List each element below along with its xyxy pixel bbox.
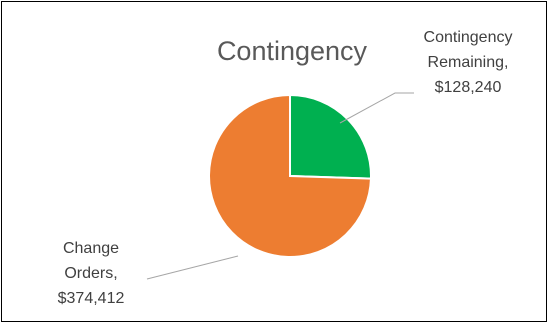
data-label-contingency-remaining: Contingency Remaining, $128,240 bbox=[424, 29, 513, 96]
leader-line-change-orders bbox=[146, 255, 239, 280]
pie-slices bbox=[208, 93, 372, 258]
data-label-line: Contingency bbox=[424, 29, 513, 46]
pie-slice-contingency-remaining bbox=[289, 93, 372, 180]
data-label-change-orders: Change Orders, $374,412 bbox=[58, 240, 125, 307]
chart-title: Contingency bbox=[217, 36, 368, 66]
data-label-line: Change bbox=[63, 240, 119, 257]
pie-slice-change-orders bbox=[208, 93, 372, 258]
data-label-line: Orders, bbox=[64, 265, 117, 282]
data-label-line: Remaining, bbox=[428, 54, 509, 71]
leader-line-contingency-remaining bbox=[339, 92, 414, 124]
leader-lines bbox=[146, 92, 414, 280]
data-label-line: $128,240 bbox=[435, 79, 502, 96]
data-label-line: $374,412 bbox=[58, 290, 125, 307]
